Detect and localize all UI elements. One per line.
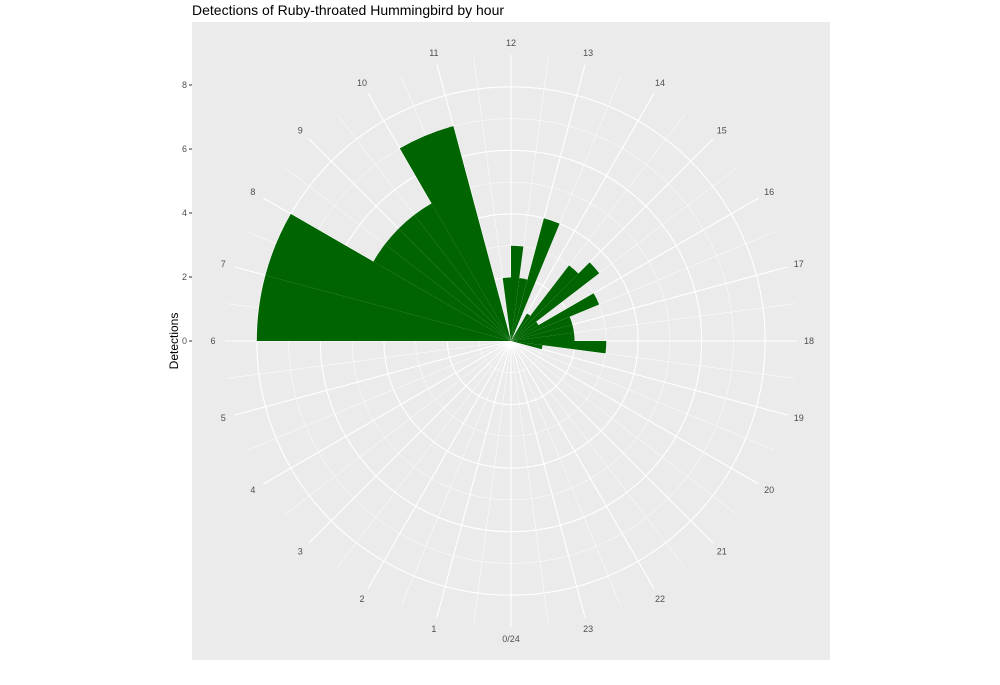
bar-wedge	[511, 262, 600, 341]
bar-wedge	[399, 126, 511, 341]
radial-gridline-major	[234, 340, 512, 416]
bar-wedge	[511, 341, 543, 350]
radial-gridline-major	[436, 64, 512, 342]
hour-label: 23	[583, 624, 593, 634]
bar-wedge	[511, 218, 560, 341]
y-tick-label: 4	[182, 208, 187, 218]
radial-gridline-major	[263, 340, 512, 485]
bar-wedge	[511, 321, 539, 341]
radial-gridline-minor	[510, 166, 739, 342]
radial-gridline-minor	[510, 340, 795, 379]
bar-wedge	[511, 265, 579, 341]
hour-label: 16	[764, 187, 774, 197]
hour-label: 10	[357, 78, 367, 88]
bar-wedge	[511, 316, 573, 341]
bar-wedge	[511, 278, 528, 341]
hour-label: 0/24	[502, 634, 520, 644]
hour-label: 3	[298, 547, 303, 557]
y-tick-label: 8	[182, 80, 187, 90]
hour-label: 14	[655, 78, 665, 88]
radial-gridline-major	[510, 93, 655, 342]
radial-gridline-minor	[336, 340, 512, 569]
bar-wedge	[414, 203, 511, 341]
radial-gridline-minor	[401, 340, 512, 606]
radial-gridline-minor	[510, 76, 621, 342]
hour-label: 11	[429, 48, 438, 58]
radial-gridline-minor	[283, 340, 512, 516]
bar-wedge	[511, 293, 600, 341]
bar-wedge	[502, 277, 511, 341]
hour-label: 4	[250, 485, 255, 495]
radial-gridline-minor	[510, 340, 621, 606]
y-axis: 0 2 4 6 8	[182, 80, 192, 346]
radial-gridline-minor	[227, 340, 512, 379]
radial-gridline-minor	[510, 231, 776, 342]
radial-gridline-major	[510, 340, 759, 485]
radial-gridline-major	[436, 340, 512, 618]
radial-gridline-major	[308, 340, 512, 544]
bar-wedge	[384, 228, 511, 341]
grid	[225, 55, 797, 627]
hour-label: 13	[583, 48, 593, 58]
radial-gridline-minor	[510, 340, 549, 625]
hour-label: 5	[221, 413, 226, 423]
y-axis-title: Detections	[167, 313, 181, 370]
hour-label: 20	[764, 485, 774, 495]
radial-gridline-major	[510, 340, 788, 416]
radial-gridline-major	[510, 64, 586, 342]
hour-label: 15	[717, 125, 727, 135]
bar-wedge	[511, 341, 607, 354]
radial-gridline-minor	[510, 57, 549, 342]
radial-gridline-major	[367, 340, 512, 589]
bars	[256, 126, 607, 354]
hour-labels: 0/24123456789101112131415161718192021222…	[210, 38, 814, 644]
hour-label: 2	[359, 594, 364, 604]
bar-wedge	[511, 313, 531, 341]
bar-wedge	[511, 332, 575, 341]
radial-gridline-minor	[246, 340, 512, 451]
hour-label: 19	[794, 413, 804, 423]
radial-gridline-minor	[510, 340, 739, 516]
radial-gridline-minor	[473, 340, 512, 625]
hour-label: 22	[655, 594, 665, 604]
radial-gridline-major	[510, 340, 655, 589]
bar-wedge	[373, 244, 511, 341]
bar-wedge	[256, 275, 511, 341]
y-tick-label: 2	[182, 272, 187, 282]
hour-label: 6	[210, 336, 215, 346]
chart-title: Detections of Ruby-throated Hummingbird …	[192, 2, 504, 18]
bar-wedge	[511, 245, 524, 341]
hour-label: 8	[250, 187, 255, 197]
radial-gridline-major	[510, 340, 714, 544]
y-tick-label: 0	[182, 336, 187, 346]
hour-label: 7	[221, 259, 226, 269]
hour-label: 12	[506, 38, 516, 48]
bar-wedge	[265, 213, 511, 341]
radial-gridline-major	[510, 340, 586, 618]
y-tick-label: 6	[182, 144, 187, 154]
hour-label: 18	[804, 336, 814, 346]
hour-label: 9	[298, 125, 303, 135]
hour-label: 17	[794, 259, 804, 269]
bar-wedge	[511, 324, 574, 341]
bar-wedge	[398, 214, 511, 341]
hour-label: 21	[717, 547, 727, 557]
radial-gridline-minor	[510, 340, 686, 569]
radial-gridline-minor	[510, 340, 776, 451]
hour-label: 1	[431, 624, 436, 634]
